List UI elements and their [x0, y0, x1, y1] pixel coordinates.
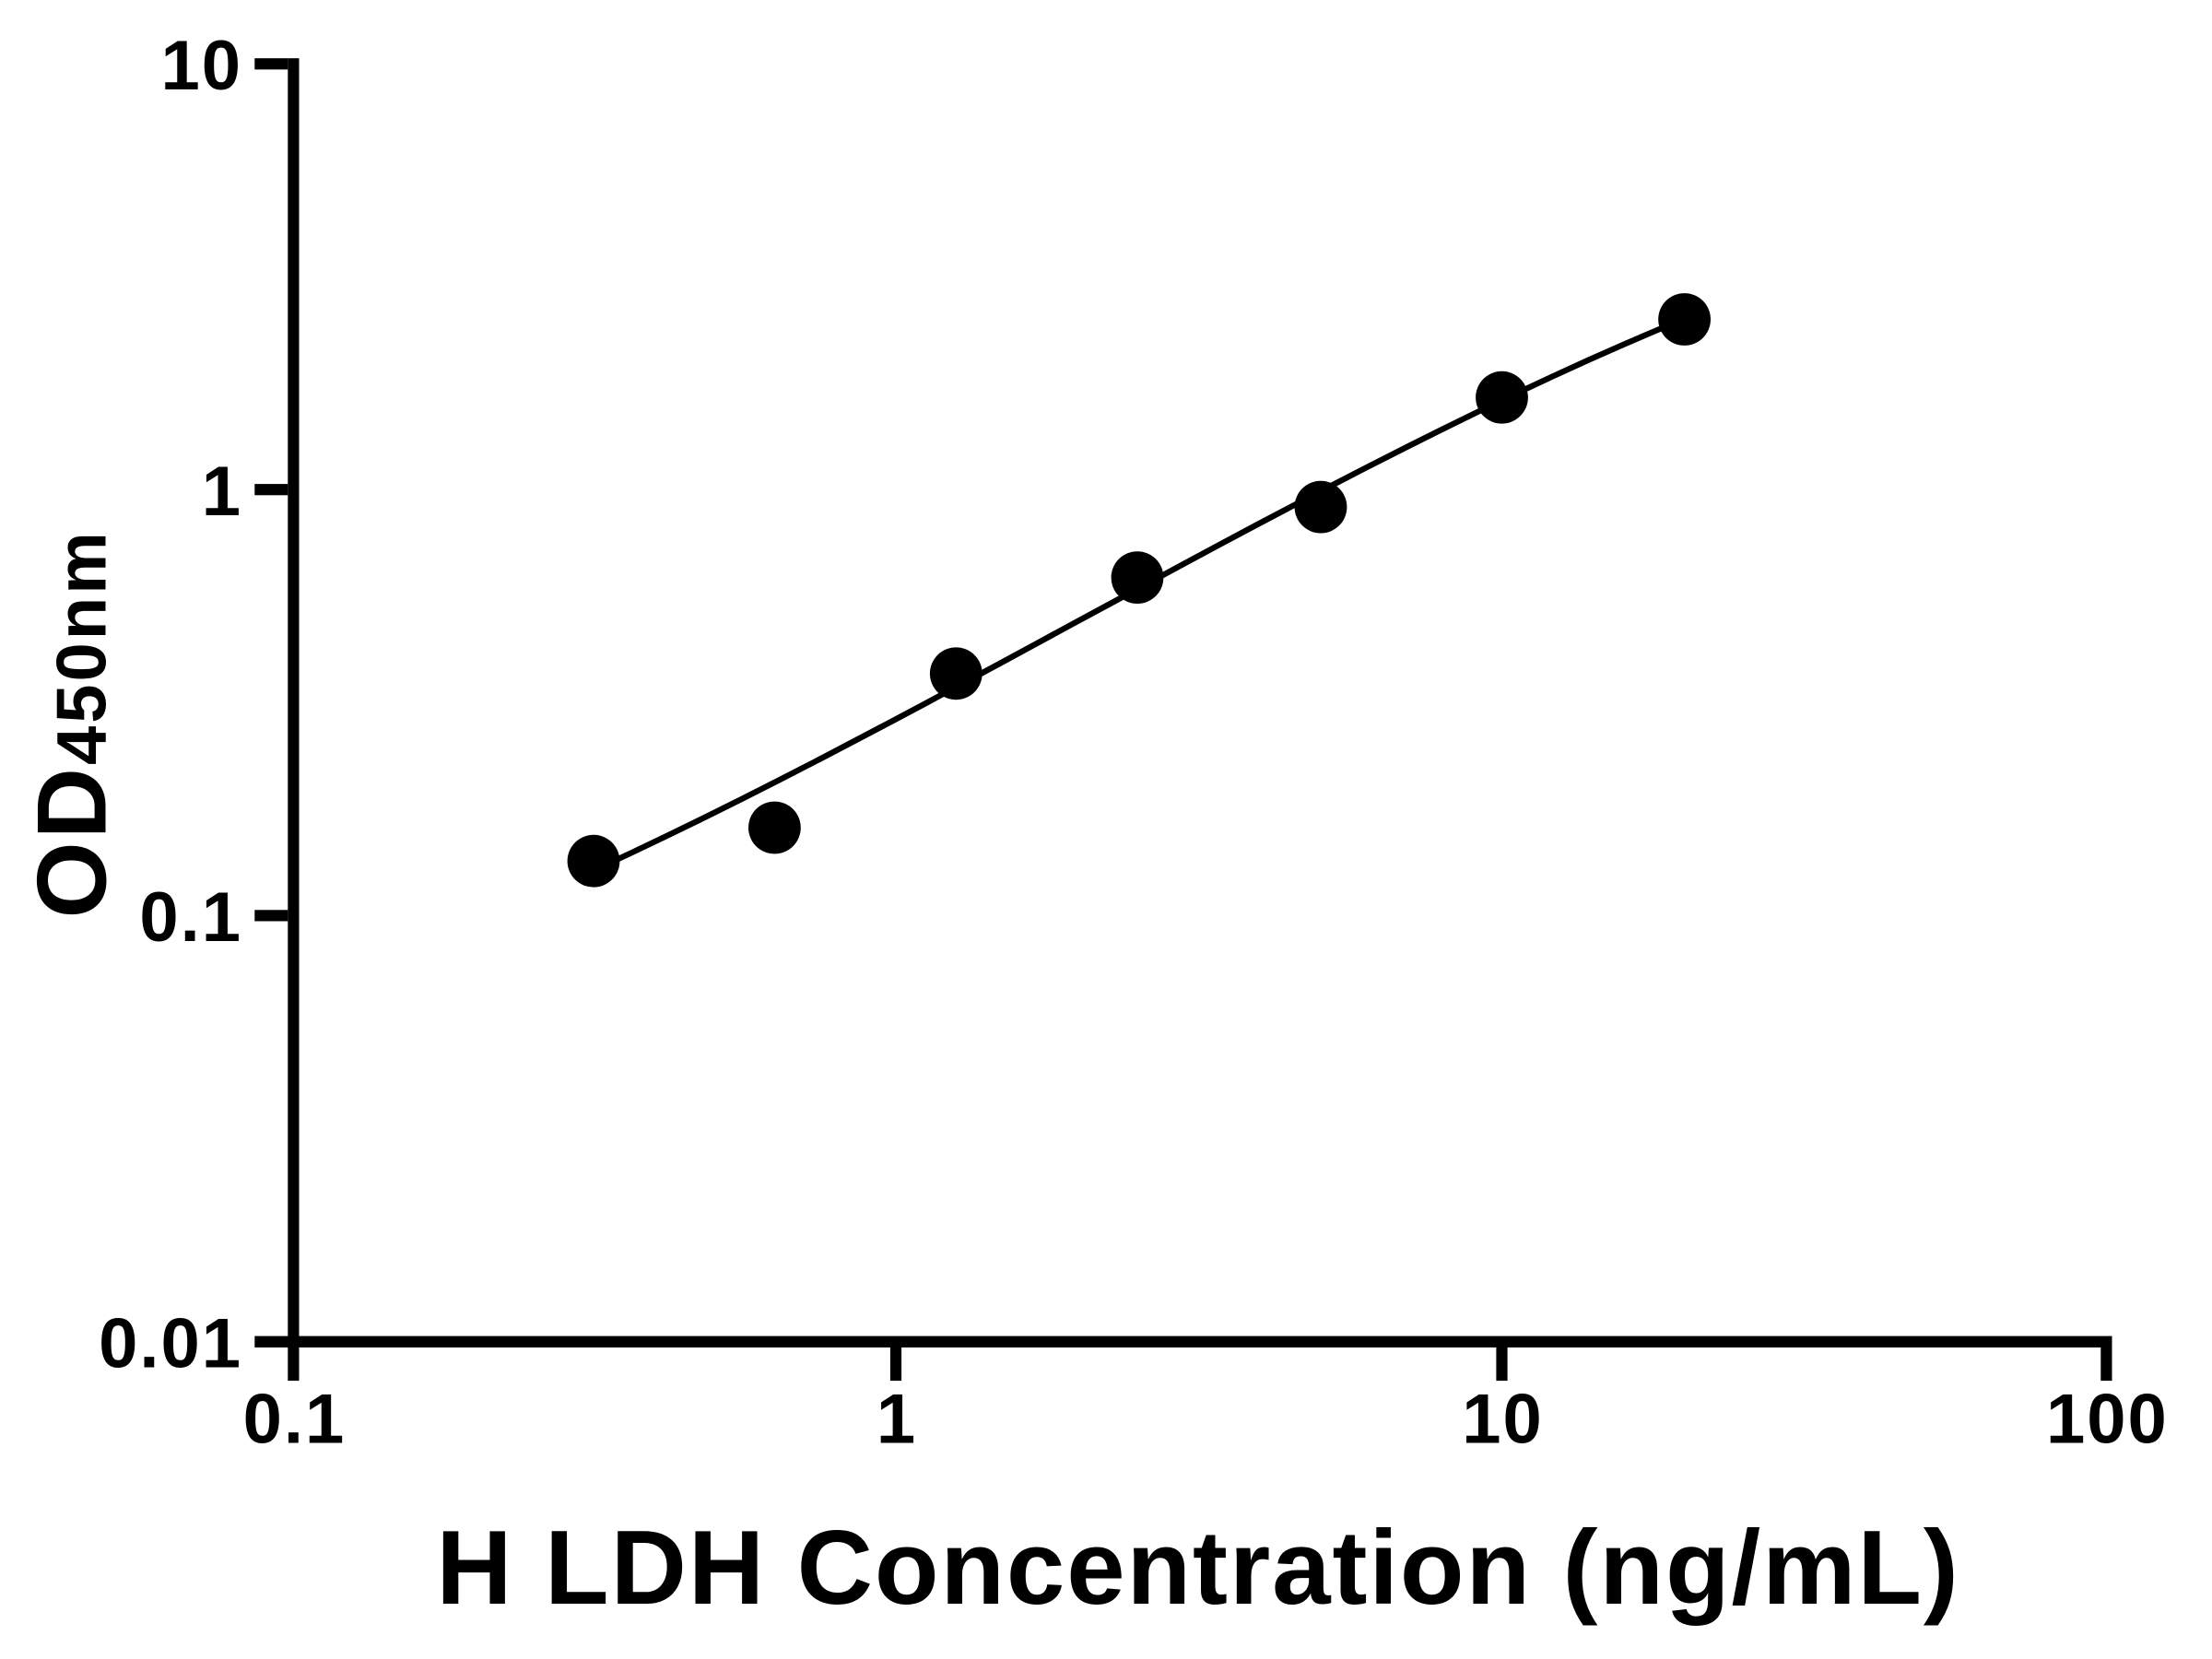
svg-text:0.01: 0.01 — [99, 1305, 242, 1383]
svg-text:10: 10 — [1462, 1381, 1544, 1459]
svg-text:100: 100 — [2046, 1381, 2169, 1459]
svg-text:1: 1 — [877, 1381, 917, 1459]
svg-text:0.1: 0.1 — [139, 878, 242, 957]
svg-text:1: 1 — [202, 453, 242, 531]
svg-text:10: 10 — [160, 27, 242, 105]
svg-text:0.1: 0.1 — [243, 1381, 347, 1459]
svg-text:H LDH Concentration (ng/mL): H LDH Concentration (ng/mL) — [436, 1510, 1959, 1627]
